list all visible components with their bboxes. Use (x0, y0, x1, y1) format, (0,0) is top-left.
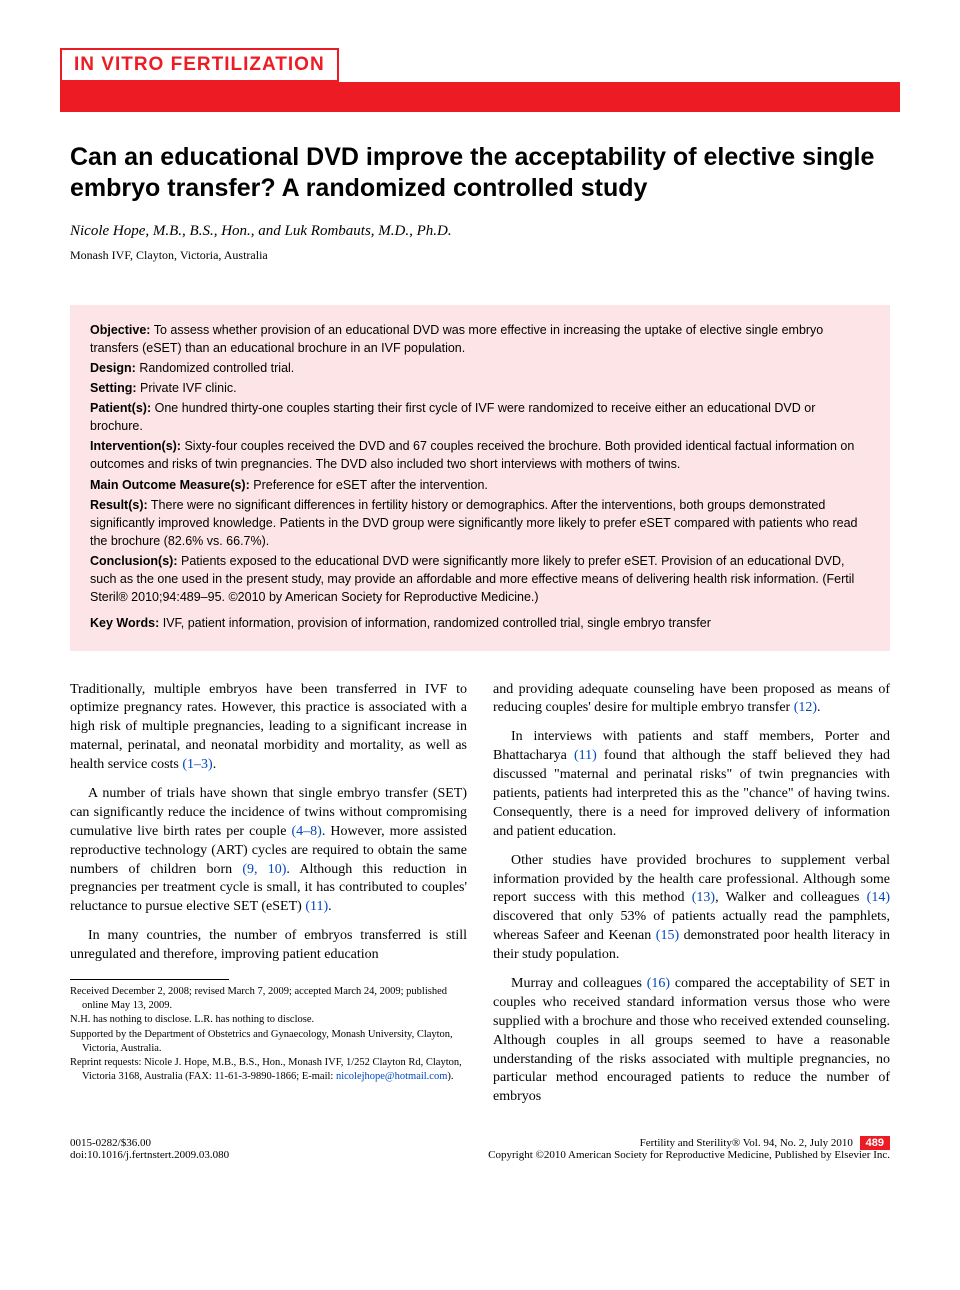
ref-link[interactable]: (4–8) (291, 824, 321, 839)
section-red-bar (60, 82, 900, 112)
patients-label: Patient(s): (90, 401, 151, 415)
footnote-received: Received December 2, 2008; revised March… (70, 985, 467, 1012)
interventions-label: Intervention(s): (90, 439, 181, 453)
abstract-outcomes: Main Outcome Measure(s): Preference for … (90, 476, 870, 494)
design-text: Randomized controlled trial. (139, 361, 294, 375)
outcomes-label: Main Outcome Measure(s): (90, 478, 250, 492)
body-text: Traditionally, multiple embryos have bee… (60, 681, 900, 1108)
article-title: Can an educational DVD improve the accep… (70, 142, 890, 205)
title-block: Can an educational DVD improve the accep… (60, 142, 900, 305)
ref-link[interactable]: (12) (794, 700, 817, 715)
footer-right: Fertility and Sterility® Vol. 94, No. 2,… (488, 1137, 890, 1161)
section-banner: IN VITRO FERTILIZATION (60, 50, 900, 112)
design-label: Design: (90, 361, 136, 375)
para-3: In many countries, the number of embryos… (70, 927, 467, 965)
outcomes-text: Preference for eSET after the interventi… (253, 478, 488, 492)
abstract-results: Result(s): There were no significant dif… (90, 496, 870, 550)
ref-link[interactable]: (15) (656, 928, 679, 943)
copyright: Copyright ©2010 American Society for Rep… (488, 1149, 890, 1161)
para-5: In interviews with patients and staff me… (493, 728, 890, 841)
objective-label: Objective: (90, 323, 150, 337)
authors: Nicole Hope, M.B., B.S., Hon., and Luk R… (70, 223, 890, 240)
conclusions-label: Conclusion(s): (90, 554, 178, 568)
abstract-interventions: Intervention(s): Sixty-four couples rece… (90, 437, 870, 473)
interventions-text: Sixty-four couples received the DVD and … (90, 439, 854, 471)
issn: 0015-0282/$36.00 (70, 1137, 229, 1149)
ref-link[interactable]: (14) (867, 890, 890, 905)
abstract-design: Design: Randomized controlled trial. (90, 359, 870, 377)
ref-link[interactable]: (11) (305, 899, 328, 914)
abstract-setting: Setting: Private IVF clinic. (90, 379, 870, 397)
ref-link[interactable]: (1–3) (182, 757, 212, 772)
para-2: A number of trials have shown that singl… (70, 785, 467, 917)
doi: doi:10.1016/j.fertnstert.2009.03.080 (70, 1149, 229, 1161)
para-7: Murray and colleagues (16) compared the … (493, 975, 890, 1107)
ref-link[interactable]: (13) (692, 890, 715, 905)
results-label: Result(s): (90, 498, 148, 512)
abstract-keywords: Key Words: IVF, patient information, pro… (90, 614, 870, 632)
footnotes: Received December 2, 2008; revised March… (70, 979, 467, 1083)
keywords-text: IVF, patient information, provision of i… (163, 616, 711, 630)
abstract-objective: Objective: To assess whether provision o… (90, 321, 870, 357)
objective-text: To assess whether provision of an educat… (90, 323, 823, 355)
abstract-box: Objective: To assess whether provision o… (70, 305, 890, 651)
keywords-label: Key Words: (90, 616, 159, 630)
setting-label: Setting: (90, 381, 137, 395)
results-text: There were no significant differences in… (90, 498, 858, 548)
page-number: 489 (860, 1136, 890, 1150)
setting-text: Private IVF clinic. (140, 381, 237, 395)
patients-text: One hundred thirty-one couples starting … (90, 401, 815, 433)
para-1: Traditionally, multiple embryos have bee… (70, 681, 467, 775)
abstract-patients: Patient(s): One hundred thirty-one coupl… (90, 399, 870, 435)
footnote-supported: Supported by the Department of Obstetric… (70, 1028, 467, 1055)
affiliation: Monash IVF, Clayton, Victoria, Australia (70, 248, 890, 263)
ref-link[interactable]: (16) (647, 976, 670, 991)
journal-info: Fertility and Sterility® Vol. 94, No. 2,… (488, 1137, 890, 1149)
para-4: and providing adequate counseling have b… (493, 681, 890, 719)
footnote-rule (70, 979, 229, 980)
section-label: IN VITRO FERTILIZATION (60, 48, 339, 82)
page-container: IN VITRO FERTILIZATION Can an educationa… (0, 0, 960, 1181)
footnote-disclose: N.H. has nothing to disclose. L.R. has n… (70, 1013, 467, 1027)
para-6: Other studies have provided brochures to… (493, 852, 890, 965)
abstract-conclusions: Conclusion(s): Patients exposed to the e… (90, 552, 870, 606)
conclusions-text: Patients exposed to the educational DVD … (90, 554, 854, 604)
footer-left: 0015-0282/$36.00 doi:10.1016/j.fertnster… (70, 1137, 229, 1161)
footnote-reprint: Reprint requests: Nicole J. Hope, M.B., … (70, 1056, 467, 1083)
email-link[interactable]: nicolejhope@hotmail.com (336, 1071, 447, 1082)
ref-link[interactable]: (9, 10) (242, 862, 286, 877)
page-footer: 0015-0282/$36.00 doi:10.1016/j.fertnster… (60, 1125, 900, 1161)
ref-link[interactable]: (11) (574, 748, 597, 763)
